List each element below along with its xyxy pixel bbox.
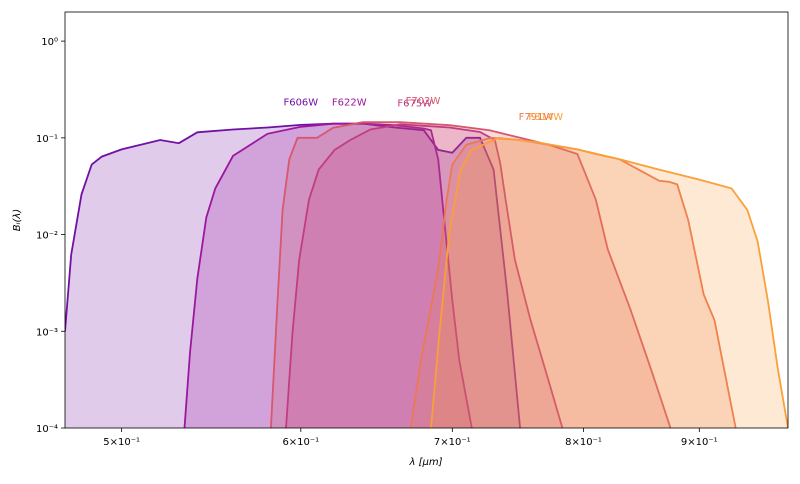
series-label: F791W: [519, 112, 554, 123]
series-label: F622W: [332, 98, 367, 109]
series-line: [285, 123, 564, 428]
area-fill: [286, 124, 563, 428]
axes-frame: [64, 11, 789, 429]
series-label: F702W: [406, 96, 441, 107]
x-axis-label: λ [μm]: [408, 457, 442, 468]
x-tick-label: 6×10⁻¹: [282, 437, 319, 448]
series-label: F675W: [397, 98, 432, 109]
y-tick-label: 10⁰: [41, 37, 58, 48]
x-tick-label: 9×10⁻¹: [681, 437, 718, 448]
area-fill: [410, 137, 736, 428]
y-tick-label: 10⁻¹: [36, 134, 58, 145]
x-tick-label: 8×10⁻¹: [565, 437, 602, 448]
area-fill: [184, 123, 472, 428]
x-tick-label: 5×10⁻¹: [103, 437, 140, 448]
y-axis-label: Bᵢ(λ): [12, 209, 23, 231]
area-fill: [65, 123, 521, 428]
y-tick-label: 10⁻²: [36, 231, 58, 242]
plot-area: [65, 121, 788, 428]
series-line: [183, 122, 473, 428]
x-tick-label: 7×10⁻¹: [434, 437, 471, 448]
series-line: [270, 121, 672, 428]
area-fill: [431, 137, 788, 428]
series-line: [65, 122, 521, 428]
series-line: [430, 136, 788, 428]
series-label: F814W: [528, 112, 563, 123]
y-tick-label: 10⁻³: [36, 327, 58, 338]
y-tick-label: 10⁻⁴: [36, 424, 58, 435]
series-label: F606W: [283, 98, 318, 109]
area-fill: [270, 122, 671, 428]
